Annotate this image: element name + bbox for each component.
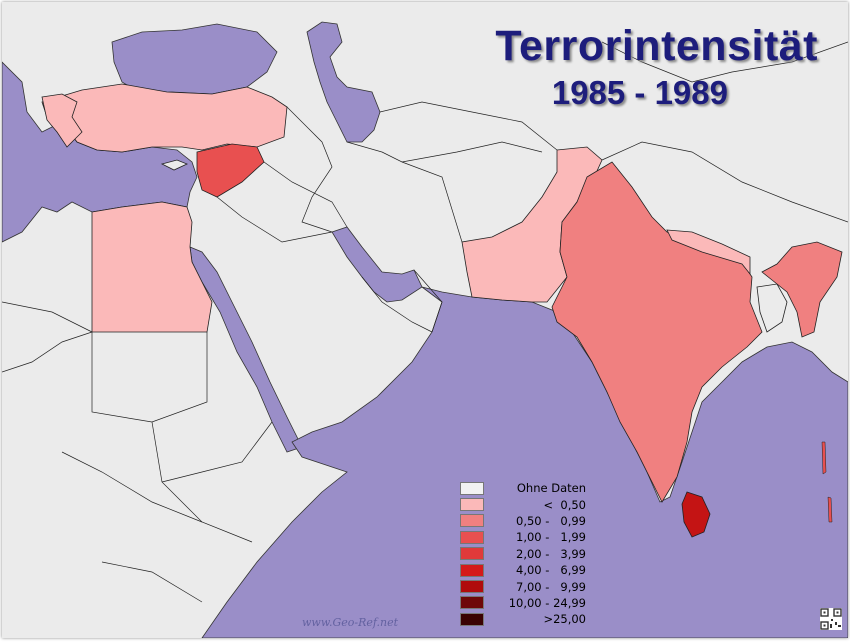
legend-swatch xyxy=(460,481,484,495)
country-borders xyxy=(2,41,848,603)
legend-row: Ohne Daten xyxy=(460,480,590,496)
watermark: www.Geo-Ref.net xyxy=(302,616,399,629)
qr-code-icon xyxy=(820,608,842,630)
legend-label: 2,00 - 3,99 xyxy=(516,546,586,561)
map-title: Terrorintensität xyxy=(495,22,818,70)
legend-swatch xyxy=(460,596,484,610)
legend-swatch xyxy=(460,563,484,577)
legend-row: 10,00 - 24,99 xyxy=(460,595,590,611)
egypt xyxy=(91,201,213,333)
legend-swatch xyxy=(460,498,484,512)
greece xyxy=(41,93,83,148)
legend-label: 7,00 - 9,99 xyxy=(516,579,586,594)
cyprus xyxy=(160,159,189,171)
legend-swatch xyxy=(460,547,484,561)
myanmar xyxy=(761,241,843,338)
legend-swatch xyxy=(460,514,484,528)
legend-label: < 0,50 xyxy=(543,497,586,512)
legend-swatch xyxy=(460,580,484,594)
red-sea xyxy=(189,246,303,453)
indian-ocean xyxy=(201,286,848,638)
legend-row: 1,00 - 1,99 xyxy=(460,529,590,545)
legend-label: 4,00 - 6,99 xyxy=(516,563,586,578)
legend-row: 2,00 - 3,99 xyxy=(460,546,590,562)
sri-lanka xyxy=(681,491,711,538)
legend-label: 10,00 - 24,99 xyxy=(508,595,586,610)
andaman-islands xyxy=(821,441,833,523)
turkey xyxy=(41,83,288,153)
legend-label: 0,50 - 0,99 xyxy=(516,513,586,528)
black-sea xyxy=(111,23,278,95)
legend-row: >25,00 xyxy=(460,611,590,627)
legend-label: >25,00 xyxy=(543,612,586,627)
legend-label: 1,00 - 1,99 xyxy=(516,530,586,545)
legend-row: < 0,50 xyxy=(460,496,590,512)
syria xyxy=(196,143,265,198)
map-legend: Ohne Daten < 0,50 0,50 - 0,99 1,00 - 1,9… xyxy=(460,480,590,628)
legend-row: 7,00 - 9,99 xyxy=(460,578,590,594)
legend-row: 0,50 - 0,99 xyxy=(460,513,590,529)
map-subtitle: 1985 - 1989 xyxy=(551,74,728,111)
nepal xyxy=(666,229,751,276)
legend-swatch xyxy=(460,530,484,544)
legend-label: Ohne Daten xyxy=(516,481,586,496)
legend-row: 4,00 - 6,99 xyxy=(460,562,590,578)
legend-swatch xyxy=(460,612,484,626)
